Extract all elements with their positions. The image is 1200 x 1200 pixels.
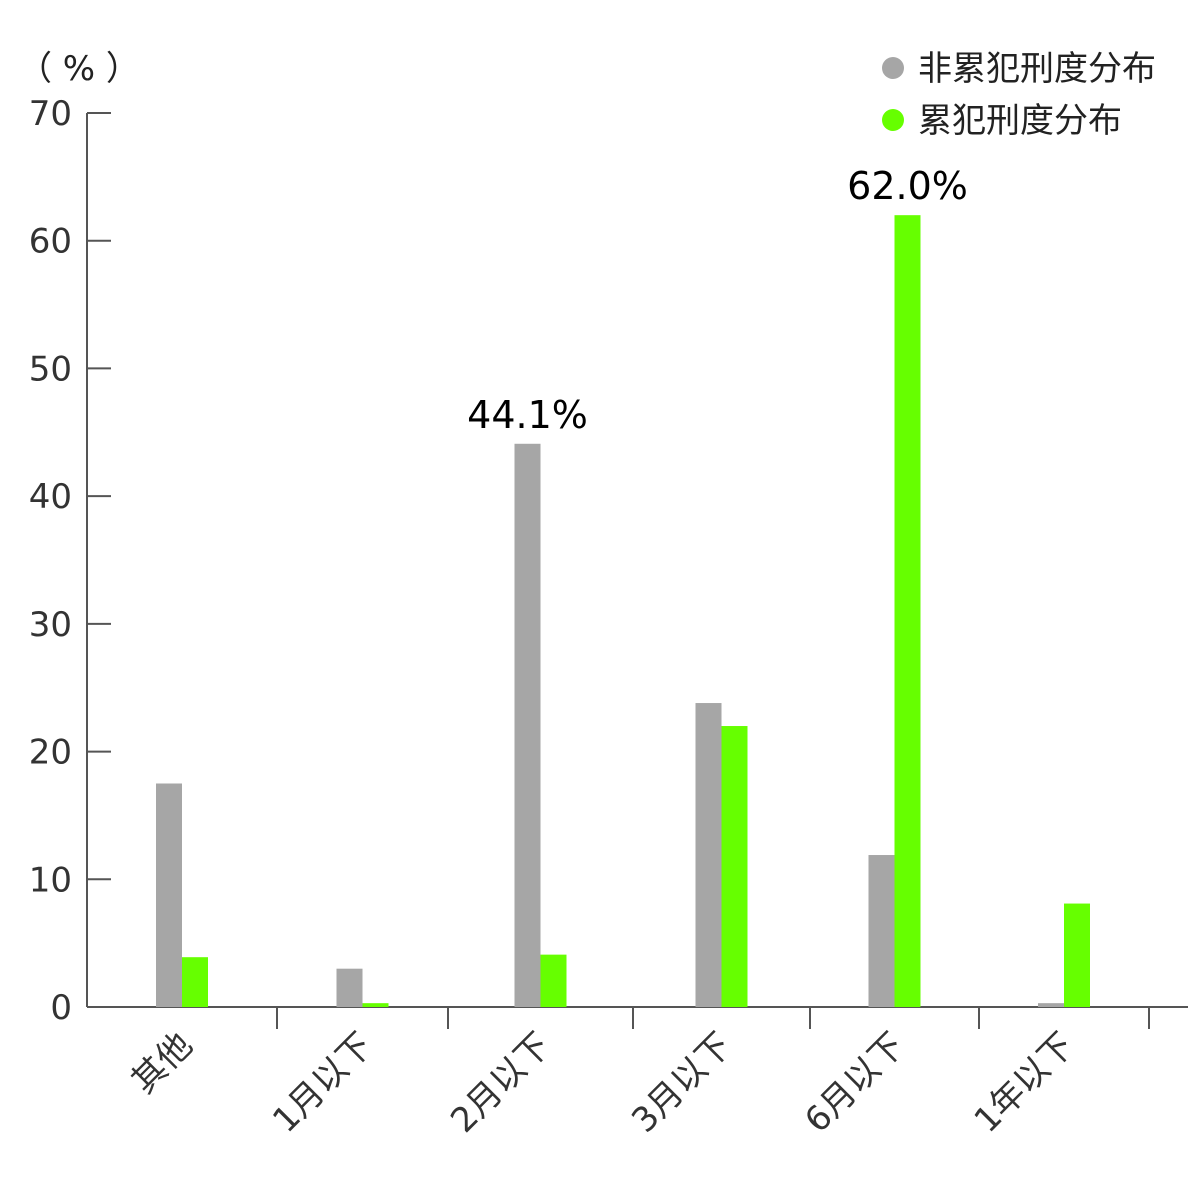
y-tick-label: 60 [29, 222, 72, 262]
bar-non-recidivist-5 [1038, 1003, 1064, 1007]
labels: 其他 1月以下 2月以下 3月以下 6月以下 1年以下 44.1% 62.0% [124, 164, 1082, 1141]
y-tick-label: 40 [29, 477, 72, 517]
category-label: 1年以下 [967, 1025, 1083, 1141]
data-label: 44.1% [467, 393, 588, 437]
category-label: 1月以下 [265, 1025, 381, 1141]
bar-recidivist-2 [540, 954, 567, 1007]
category-label: 6月以下 [797, 1025, 913, 1141]
y-tick-label: 20 [29, 733, 72, 773]
y-tick-label: 30 [29, 605, 72, 645]
data-label: 62.0% [847, 164, 968, 208]
y-tick-label: 0 [50, 988, 72, 1028]
category-label: 3月以下 [624, 1025, 740, 1141]
bar-recidivist-4 [894, 215, 921, 1007]
bar-non-recidivist-0 [156, 783, 182, 1007]
bars [156, 215, 1090, 1007]
legend-marker [882, 109, 904, 131]
bar-non-recidivist-3 [695, 703, 722, 1007]
bar-non-recidivist-2 [514, 443, 541, 1007]
category-label: 其他 [124, 1025, 200, 1101]
bar-recidivist-0 [182, 957, 208, 1007]
axes: 0 10 20 30 40 50 60 70 [29, 94, 1188, 1029]
y-tick-label: 50 [29, 349, 72, 389]
category-label: 2月以下 [443, 1025, 559, 1141]
bar-recidivist-3 [721, 726, 748, 1007]
y-unit-label: （ % ） [18, 49, 140, 89]
y-tick-label: 70 [29, 94, 72, 134]
legend-marker [882, 57, 904, 79]
bar-non-recidivist-4 [868, 855, 895, 1007]
legend-label: 累犯刑度分布 [918, 101, 1122, 141]
y-tick-label: 10 [29, 860, 72, 900]
legend-label: 非累犯刑度分布 [918, 49, 1156, 89]
bar-recidivist-1 [362, 1003, 389, 1007]
bar-recidivist-5 [1064, 903, 1090, 1007]
bar-non-recidivist-1 [336, 968, 363, 1007]
